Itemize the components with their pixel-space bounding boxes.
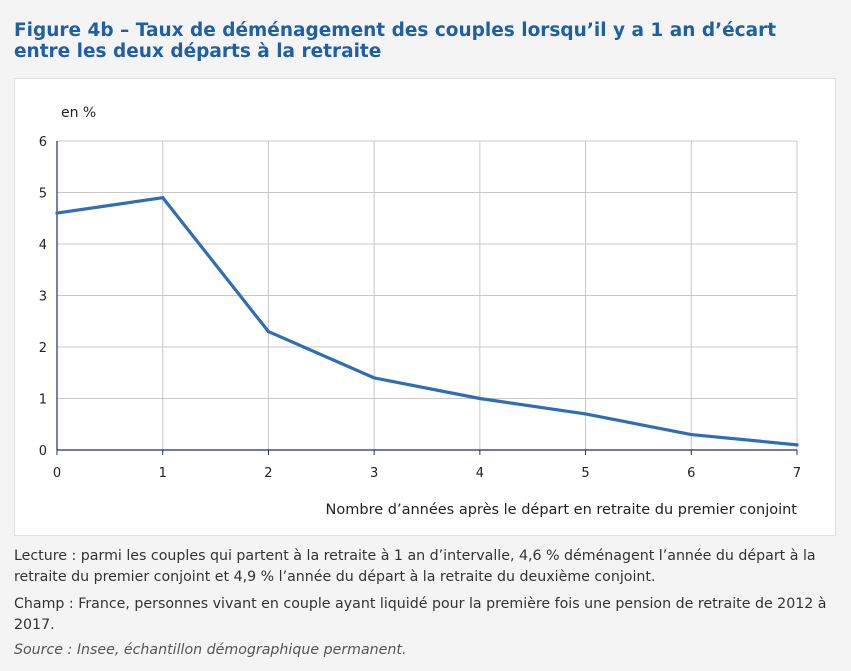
series-line (55, 196, 799, 447)
x-tick-label: 5 (581, 466, 589, 481)
axes (56, 141, 798, 455)
data-point (372, 376, 376, 380)
x-tick-label: 6 (687, 466, 695, 481)
y-axis-unit-label: en % (61, 105, 96, 121)
data-point (161, 196, 165, 200)
y-tick-label: 3 (39, 290, 47, 305)
x-tick-label: 1 (159, 466, 167, 481)
data-point (478, 396, 482, 401)
y-tick-label: 6 (39, 135, 47, 150)
grid (57, 140, 798, 450)
y-tick-label: 2 (39, 341, 47, 356)
x-tick-label: 7 (793, 466, 801, 481)
x-tick-label: 2 (264, 466, 272, 481)
x-tick-label: 0 (53, 466, 61, 481)
data-point (266, 329, 271, 334)
series-layer (55, 196, 799, 447)
lecture-note: Lecture : parmi les couples qui partent … (14, 548, 816, 585)
x-tick-label: 4 (476, 466, 484, 481)
x-tick-labels: 0 1 2 3 4 5 6 7 (53, 466, 801, 481)
data-point (795, 443, 799, 447)
data-point (55, 211, 59, 215)
data-point (689, 432, 693, 437)
x-tick-label: 3 (370, 466, 378, 481)
data-point (583, 412, 588, 416)
chart-title: Figure 4b – Taux de déménagement des cou… (14, 20, 777, 62)
y-tick-labels: 0 1 2 3 4 5 6 (39, 135, 47, 459)
chart-panel: 0 1 2 3 4 5 6 0 1 2 3 4 5 6 7 en % Nombre d’années ap… (14, 78, 836, 536)
source-note: Source : Insee, échantillon démographiqu… (14, 642, 407, 658)
y-tick-label: 4 (39, 238, 47, 253)
y-tick-label: 1 (39, 393, 47, 408)
line-chart: 0 1 2 3 4 5 6 0 1 2 3 4 5 6 7 en % Nombre d’années ap… (39, 105, 801, 518)
y-tick-label: 5 (39, 187, 47, 202)
y-tick-label: 0 (39, 444, 47, 459)
champ-note: Champ : France, personnes vivant en coup… (14, 596, 827, 633)
x-axis-label: Nombre d’années après le départ en retra… (326, 502, 798, 518)
